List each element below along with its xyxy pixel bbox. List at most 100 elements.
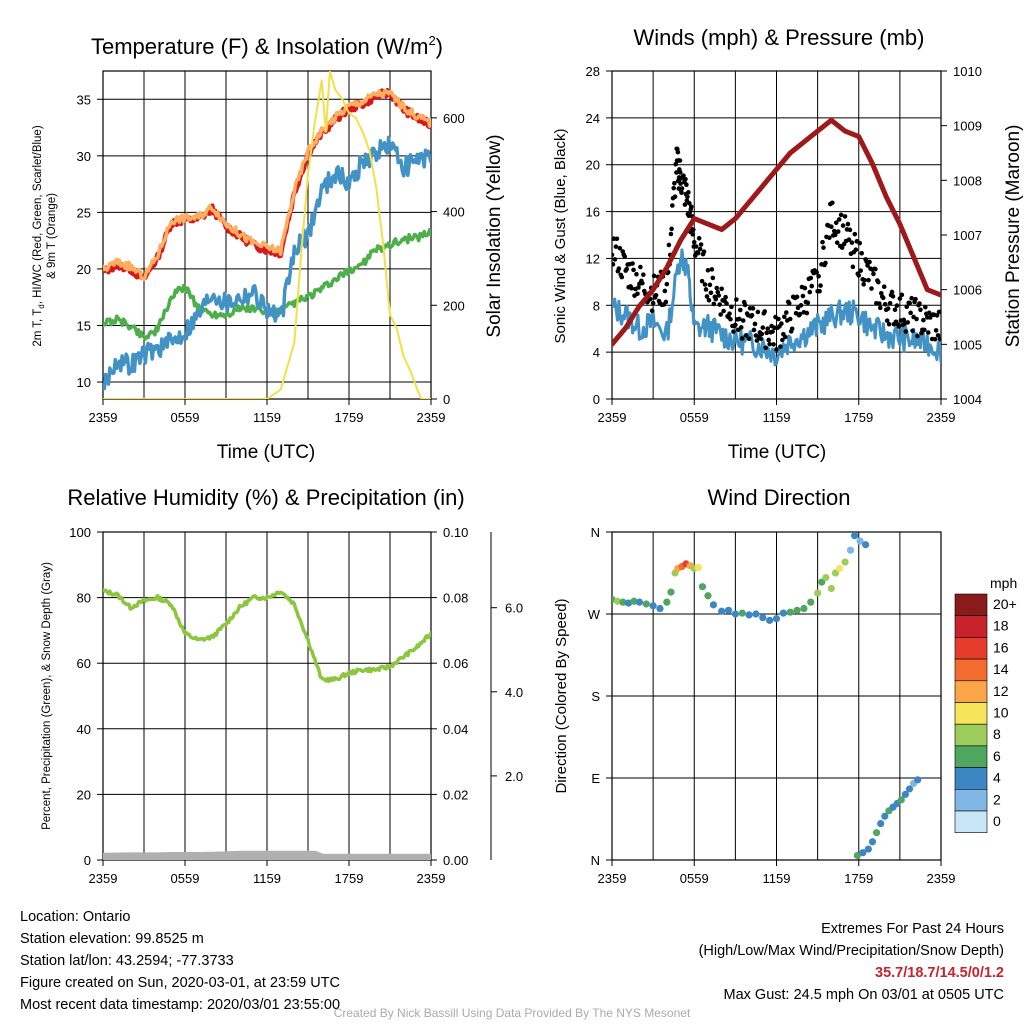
gust-point (897, 296, 903, 301)
gust-point (881, 284, 887, 290)
direction-point (864, 845, 872, 853)
gust-point (830, 200, 835, 206)
x-tick-label: 0559 (171, 871, 200, 886)
y-tick-label: 24 (586, 111, 600, 126)
gust-point (882, 301, 888, 307)
gust-point (922, 327, 927, 333)
latlon-text: Station lat/lon: 43.2594; -77.3733 (20, 953, 234, 969)
gust-point (862, 277, 867, 283)
gust-point (616, 266, 622, 271)
y-tick-label: 25 (77, 205, 91, 220)
direction-point (731, 610, 739, 618)
gust-point (831, 228, 837, 234)
gust-point (629, 285, 634, 291)
direction-point (905, 785, 914, 793)
direction-point (846, 546, 855, 554)
gust-point (817, 288, 822, 294)
legend-label: 14 (993, 661, 1009, 677)
gust-point (674, 170, 679, 175)
gust-point (845, 221, 851, 227)
gust-point (821, 245, 826, 250)
gust-point (716, 293, 722, 298)
gust-point (770, 329, 775, 334)
direction-point (881, 812, 889, 820)
gust-point (641, 272, 646, 277)
gust-point (612, 257, 618, 262)
direction-point (624, 599, 633, 607)
legend-swatch (954, 767, 988, 790)
x-tick-label: 1759 (335, 410, 364, 425)
gust-point (670, 203, 675, 208)
y2-tick-label: 0.02 (443, 787, 468, 802)
y-tick-label: 28 (586, 64, 600, 79)
gust-point (918, 307, 923, 313)
gust-point (861, 282, 866, 287)
x-tick-label: 1759 (335, 871, 364, 886)
gust-point (718, 312, 723, 317)
gust-point (727, 311, 732, 316)
y-tick-label: S (591, 689, 600, 704)
series-line-sonic-wind (612, 248, 941, 367)
direction-point (630, 597, 638, 605)
y2-tick-label: 400 (443, 205, 465, 220)
legend-label: 0 (993, 813, 1001, 829)
gust-point (908, 310, 913, 316)
y-tick-label: 30 (77, 149, 91, 164)
gust-point (683, 176, 688, 182)
x-tick-label: 1759 (844, 410, 873, 425)
pressure-y-label: Station Pressure (Maroon) (1003, 125, 1024, 348)
gust-point (709, 267, 715, 272)
gust-point (612, 252, 615, 258)
gust-point (834, 240, 840, 245)
gust-point (759, 331, 765, 337)
direction-point (772, 614, 781, 623)
gust-point (717, 302, 723, 307)
gust-point (754, 338, 760, 343)
x-tick-label: 1759 (844, 871, 873, 886)
gust-point (892, 307, 898, 313)
gust-point (776, 316, 781, 322)
max-gust-text: Max Gust: 24.5 mph On 03/01 at 0505 UTC (723, 987, 1004, 1003)
x-tick-label: 0559 (680, 410, 709, 425)
legend-label: 16 (993, 639, 1009, 655)
gust-point (764, 330, 770, 336)
gust-point (921, 317, 926, 323)
series-line-hi-wc (103, 135, 431, 391)
legend-swatch (954, 788, 988, 812)
legend-label: 12 (993, 683, 1009, 699)
direction-point (724, 606, 733, 614)
extremes-legend: (High/Low/Max Wind/Precipitation/Snow De… (698, 943, 1004, 959)
extremes-title: Extremes For Past 24 Hours (821, 921, 1004, 937)
gust-point (827, 235, 832, 240)
gust-point (932, 336, 938, 342)
gust-point (669, 226, 674, 232)
gust-point (649, 308, 655, 314)
gust-point (937, 336, 941, 342)
gust-point (873, 266, 878, 272)
data-layer (103, 588, 431, 860)
direction-point (822, 573, 830, 582)
gust-point (884, 318, 890, 323)
gust-point (696, 235, 702, 241)
gust-point (742, 302, 748, 308)
gust-point (935, 333, 941, 338)
gust-point (733, 322, 738, 328)
gust-point (698, 242, 704, 247)
gust-point (820, 239, 825, 245)
direction-point (856, 537, 864, 545)
y3-tick-label: 4.0 (505, 685, 523, 700)
gust-point (634, 271, 639, 277)
gust-point (666, 242, 672, 248)
gust-point (814, 270, 819, 275)
x-tick-label: 1159 (763, 410, 791, 425)
gust-point (703, 287, 709, 292)
gust-point (690, 232, 696, 237)
gust-point (673, 161, 679, 167)
speed-legend: mph 20+ 18 16 14 12 10 8 6 4 2 0 (954, 575, 1017, 834)
gust-point (786, 301, 792, 306)
gust-point (724, 301, 729, 306)
gust-point (690, 227, 696, 233)
gust-point (805, 300, 811, 306)
gust-point (915, 333, 920, 339)
temperature-y-label: 2m T, Td, HI/WC (Red, Green, Scarlet/Blu… (32, 125, 46, 346)
